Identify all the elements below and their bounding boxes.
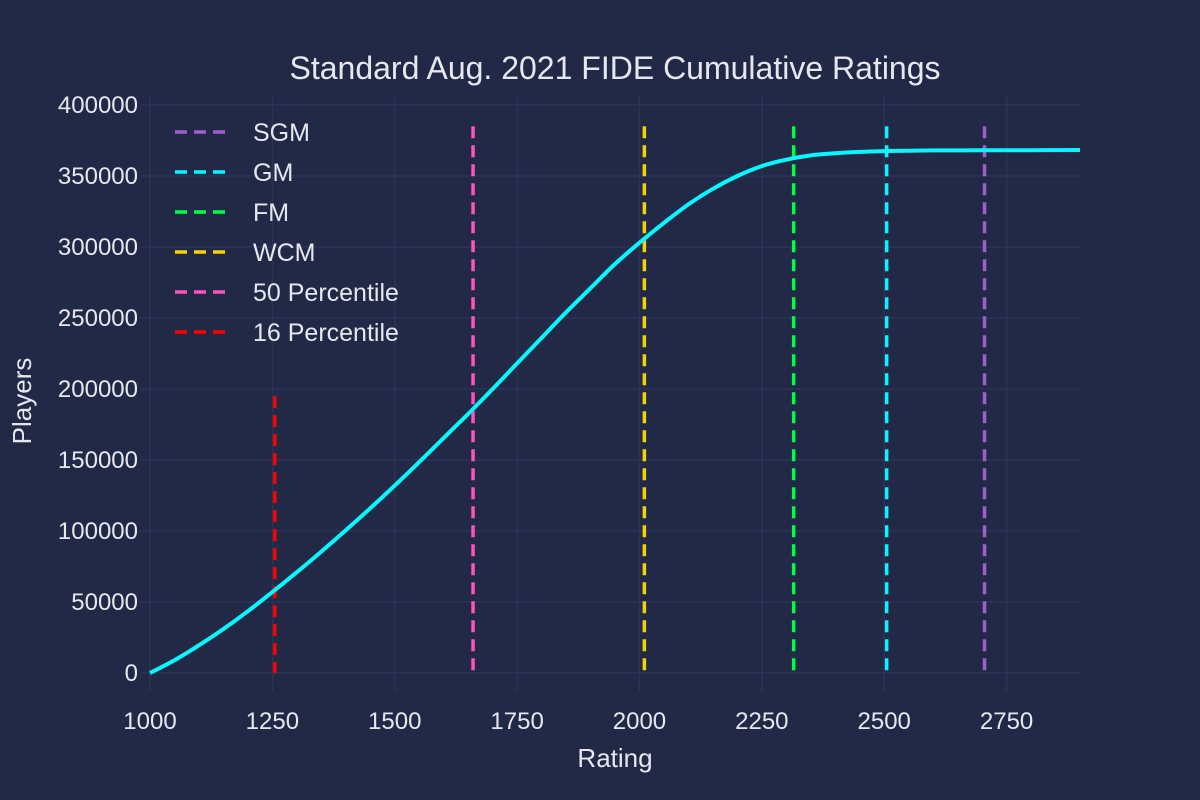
y-tick-label: 200000 bbox=[58, 376, 138, 403]
legend-label-1: GM bbox=[253, 159, 293, 187]
threshold-lines bbox=[273, 126, 987, 673]
legend-label-2: FM bbox=[253, 199, 289, 227]
y-tick-label: 100000 bbox=[58, 518, 138, 545]
y-tick-labels: 0 50000 100000 150000 200000 250000 300000 3500… bbox=[58, 92, 138, 687]
series-lines bbox=[149, 148, 1081, 675]
x-tick-label: 2500 bbox=[858, 708, 911, 735]
y-tick-label: 250000 bbox=[58, 305, 138, 332]
legend-label-4: 50 Percentile bbox=[253, 279, 399, 307]
y-tick-label: 0 bbox=[125, 660, 138, 687]
y-tick-label: 50000 bbox=[71, 589, 138, 616]
legend: SGM GM FM WCM 50 Percentile 16 Percentile bbox=[175, 119, 399, 347]
y-tick-label: 150000 bbox=[58, 447, 138, 474]
x-tick-label: 1250 bbox=[246, 708, 299, 735]
grid-lines bbox=[140, 95, 1080, 691]
legend-label-5: 16 Percentile bbox=[253, 319, 399, 347]
x-tick-label: 1000 bbox=[123, 708, 176, 735]
x-tick-labels: 1000 1250 1500 1750 2000 2250 2500 2750 bbox=[123, 708, 1033, 735]
x-tick-label: 2000 bbox=[613, 708, 666, 735]
x-tick-label: 1500 bbox=[368, 708, 421, 735]
y-tick-label: 400000 bbox=[58, 92, 138, 119]
cumulative-series-line-0 bbox=[149, 148, 1081, 675]
y-axis-title: Players bbox=[7, 358, 37, 445]
y-tick-label: 350000 bbox=[58, 163, 138, 190]
x-tick-label: 2250 bbox=[735, 708, 788, 735]
legend-label-0: SGM bbox=[253, 119, 310, 147]
x-axis-title: Rating bbox=[577, 743, 652, 773]
y-tick-label: 300000 bbox=[58, 234, 138, 261]
x-tick-label: 2750 bbox=[980, 708, 1033, 735]
x-tick-label: 1750 bbox=[490, 708, 543, 735]
legend-label-3: WCM bbox=[253, 239, 315, 267]
chart-title: Standard Aug. 2021 FIDE Cumulative Ratin… bbox=[289, 50, 940, 86]
